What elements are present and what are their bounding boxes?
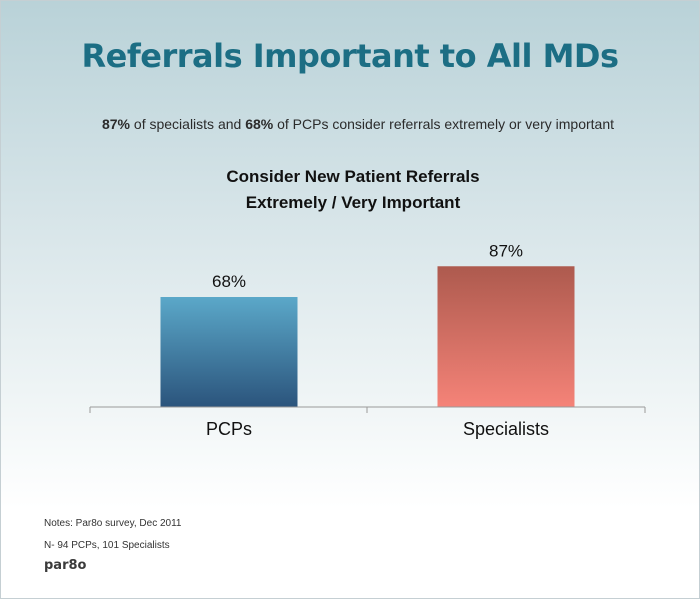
chart-title-line-2: Extremely / Very Important — [245, 193, 461, 212]
data-label-specialists: 87% — [489, 241, 523, 260]
specialist-percent: 87% — [101, 116, 131, 132]
notes-sample-size: N- 94 PCPs, 101 Specialists — [44, 540, 170, 551]
category-label-specialists: Specialists — [463, 419, 549, 439]
pcp-percent: 68% — [245, 116, 274, 132]
summary-part-2: of PCPs consider referrals extremely or … — [273, 116, 614, 132]
category-label-pcps: PCPs — [206, 419, 252, 439]
brand-logo-text: par8o — [44, 558, 87, 573]
bar-pcps — [160, 297, 298, 407]
data-label-pcps: 68% — [212, 272, 246, 291]
chart-title-line-1: Consider New Patient Referrals — [226, 167, 480, 186]
page-title: Referrals Important to All MDs — [81, 37, 619, 75]
summary-part-1: of specialists and — [130, 116, 246, 132]
notes-source: Notes: Par8o survey, Dec 2011 — [44, 518, 182, 529]
bar-specialists — [437, 266, 575, 407]
summary-text: 87% of specialists and 68% of PCPs consi… — [1, 116, 699, 132]
chart-title: Consider New Patient Referrals Extremely… — [1, 164, 699, 216]
